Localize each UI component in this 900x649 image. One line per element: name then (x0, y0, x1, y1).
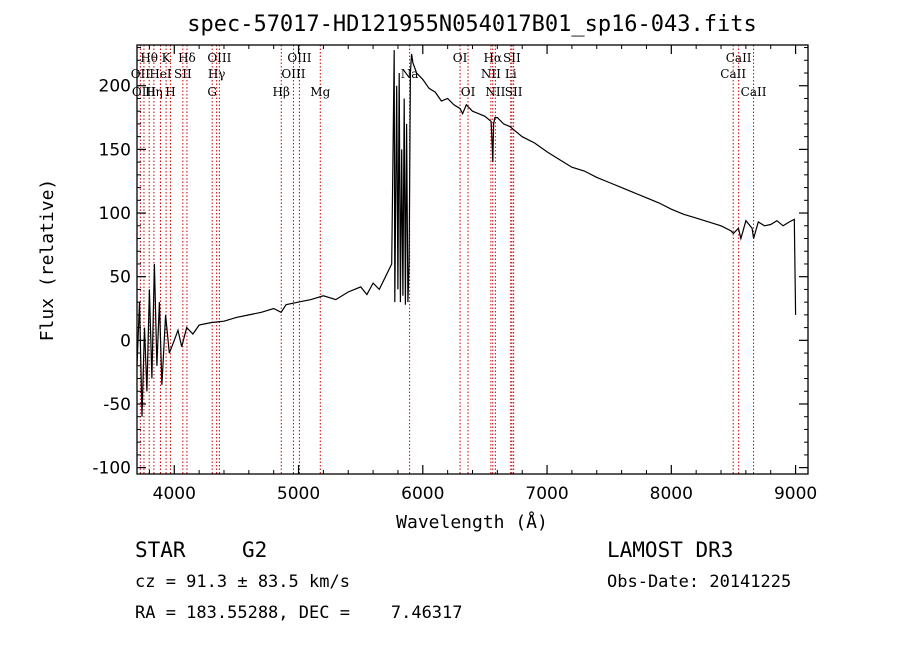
spectral-label-20: NII (481, 67, 501, 81)
y-tick-label-1: -50 (103, 395, 131, 415)
x-tick-label-0: 4000 (153, 484, 196, 504)
object-subclass: G2 (242, 538, 268, 562)
spectral-label-15: Mg (310, 85, 330, 99)
spectral-label-27: CaII (741, 85, 767, 99)
spectral-label-13: OIII (287, 51, 311, 65)
spectral-label-18: OI (461, 85, 476, 99)
x-tick-label-5: 9000 (774, 484, 817, 504)
spectral-label-17: OI (453, 51, 468, 65)
spectral-label-12: Hβ (273, 85, 290, 99)
spectral-label-5: Hη (145, 85, 163, 99)
y-axis-label: Flux (relative) (37, 179, 58, 342)
x-tick-label-4: 8000 (650, 484, 693, 504)
spectrum-line (136, 50, 797, 417)
spectral-label-6: SII (174, 67, 192, 81)
spectral-label-24: SII (505, 85, 523, 99)
obs-date-text: Obs-Date: 20141225 (607, 572, 792, 592)
plot-frame (136, 44, 809, 475)
x-tick-label-3: 7000 (525, 484, 568, 504)
y-tick-label-6: 200 (99, 77, 131, 97)
spectral-label-21: NII (485, 85, 505, 99)
spectral-label-16: Na (401, 67, 419, 81)
spectral-label-23: Li (505, 67, 517, 81)
spectral-label-7: H (165, 85, 175, 99)
y-axis-ticks: -100 -50 0 50 100 150 200 (92, 47, 808, 479)
spectral-label-14: OIII (281, 67, 305, 81)
y-tick-label-4: 100 (99, 204, 131, 224)
spectral-label-3: K (162, 51, 172, 65)
spectral-label-4: HeI (149, 67, 172, 81)
spectral-label-9: OIII (207, 51, 231, 65)
survey-label: LAMOST DR3 (607, 538, 734, 562)
spectral-line-markers (139, 45, 755, 474)
x-tick-label-1: 5000 (277, 484, 320, 504)
x-tick-label-2: 6000 (401, 484, 444, 504)
x-axis-label: Wavelength (Å) (396, 511, 548, 533)
chart-title: spec-57017-HD121955N054017B01_sp16-043.f… (187, 12, 757, 37)
spectral-label-25: CaII (726, 51, 752, 65)
spectral-label-11: G (207, 85, 217, 99)
spectral-label-0: Hθ (140, 51, 158, 65)
spectral-label-22: SII (503, 51, 521, 65)
object-class: STAR (135, 538, 186, 562)
spectral-label-8: Hδ (178, 51, 196, 65)
spectral-line-labels: Hθ OII OIII K HeI Hη SII H Hδ OIII Hγ G Hβ OIII OIII Mg… (131, 51, 767, 99)
x-axis-ticks: 4000 5000 6000 7000 8000 9000 (148, 45, 817, 504)
y-tick-label-5: 150 (99, 140, 131, 160)
spectral-label-1: OII (131, 67, 151, 81)
y-tick-label-2: 0 (120, 331, 131, 351)
y-tick-label-3: 50 (109, 268, 131, 288)
spectrum-chart: spec-57017-HD121955N054017B01_sp16-043.f… (37, 12, 817, 533)
spectral-label-10: Hγ (208, 67, 226, 81)
spectral-label-2: OIII (132, 85, 156, 99)
redshift-text: cz = 91.3 ± 83.5 km/s (135, 572, 350, 592)
spectral-label-26: CaII (720, 67, 746, 81)
y-tick-label-0: -100 (92, 459, 131, 479)
coordinates-text: RA = 183.55288, DEC = 7.46317 (135, 603, 463, 623)
spectral-label-19: Hα (483, 51, 502, 65)
